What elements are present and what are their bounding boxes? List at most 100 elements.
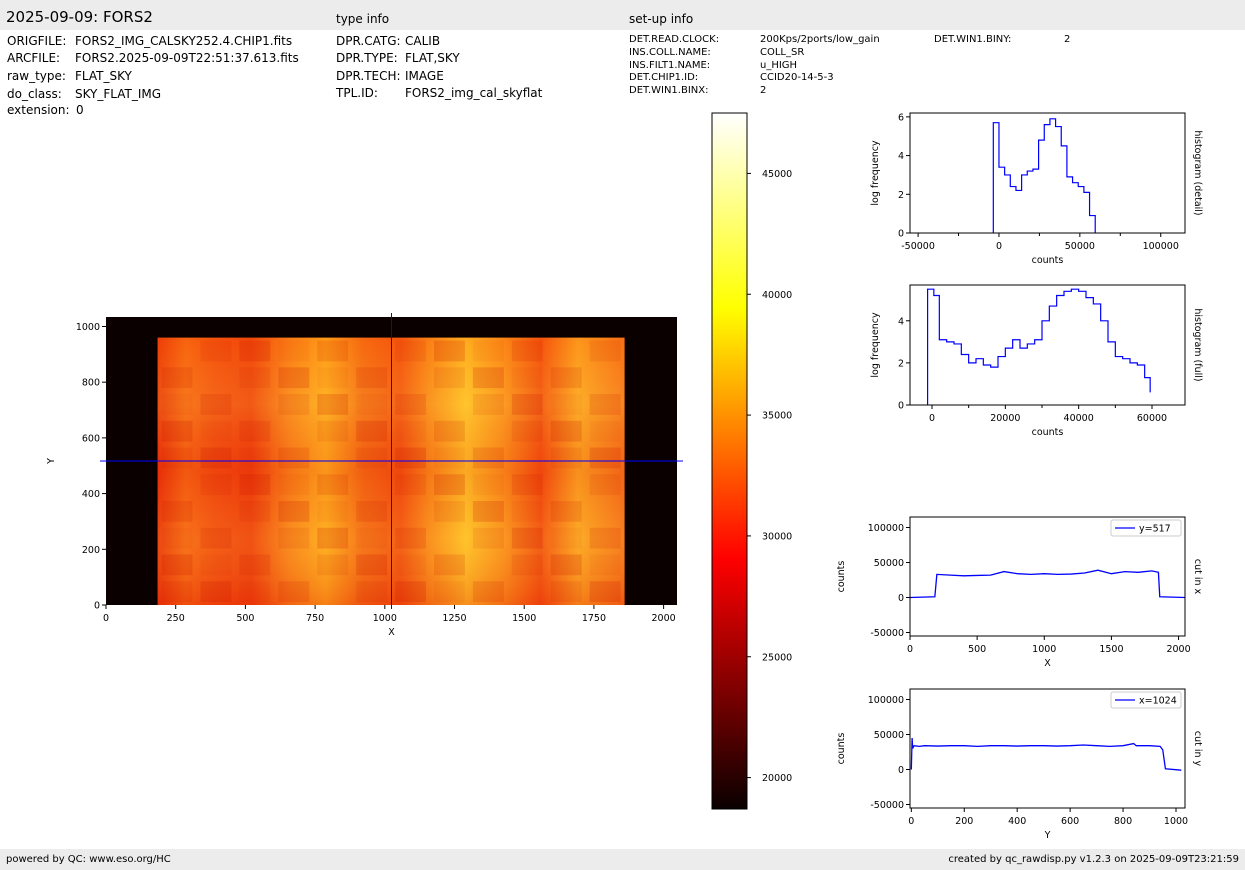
image-block	[239, 394, 270, 415]
image-block	[161, 581, 193, 602]
x-axis-label: counts	[1032, 427, 1064, 438]
x-tick-label: 1500	[512, 613, 536, 624]
y-tick-label: 200	[82, 545, 100, 556]
image-block	[512, 448, 543, 469]
file-info-key: raw_type:	[7, 69, 66, 83]
histogram-full-panel: 0 20000 40000 60000 0 2 4 counts log frequency hi…	[870, 284, 1203, 438]
image-block	[162, 474, 193, 495]
legend-label: x=1024	[1139, 696, 1177, 707]
file-info-value: FORS2_IMG_CALSKY252.4.CHIP1.fits	[75, 34, 293, 48]
image-block	[589, 394, 621, 415]
image-block	[200, 581, 232, 602]
image-block	[317, 394, 349, 415]
image-block	[317, 420, 349, 442]
image-block	[356, 367, 388, 389]
side-label: histogram (full)	[1192, 308, 1203, 381]
image-block	[200, 367, 231, 388]
x-tick-label: 1000	[1032, 644, 1056, 655]
y-tick-label: 100000	[868, 695, 904, 706]
image-block	[317, 340, 349, 362]
cut-line	[910, 569, 1185, 599]
image-block	[356, 501, 388, 522]
image-block	[511, 340, 543, 362]
y-axis-label: Y	[46, 458, 57, 465]
type-info-value: CALIB	[405, 34, 441, 48]
y-tick-label: 50000	[874, 558, 904, 569]
image-block	[356, 447, 388, 469]
axes-frame	[909, 688, 1186, 809]
image-block	[511, 527, 543, 549]
x-axis-label: X	[1044, 658, 1051, 669]
image-block	[317, 527, 349, 549]
image-block	[395, 581, 426, 602]
image-block	[395, 554, 426, 576]
image-block	[395, 367, 426, 388]
image-block	[278, 474, 310, 496]
file-info-value: FLAT_SKY	[75, 69, 132, 83]
axes-frame	[909, 516, 1186, 637]
x-tick-label: 0	[907, 644, 913, 655]
y-tick-label: 100000	[868, 523, 904, 534]
image-block	[239, 420, 271, 442]
image-block	[473, 421, 504, 442]
image-block	[472, 394, 504, 415]
type-info-value: IMAGE	[405, 69, 444, 83]
axes-frame	[909, 284, 1186, 406]
type-info-value: FORS2_img_cal_skyflat	[405, 86, 543, 100]
x-tick-label: 50000	[1065, 241, 1095, 252]
image-block	[395, 474, 426, 496]
image-block	[472, 367, 504, 389]
x-tick-label: 20000	[990, 413, 1020, 424]
y-tick-label: 800	[82, 378, 100, 389]
image-block	[278, 340, 310, 362]
x-tick-label: 2000	[1166, 644, 1190, 655]
colorbar-panel: 20000 25000 30000 35000 40000 45000	[711, 112, 792, 810]
file-info-key: ARCFILE:	[7, 51, 61, 65]
colorbar-tick-label: 30000	[762, 531, 792, 542]
image-block	[317, 474, 349, 496]
type-info-key: DPR.TYPE:	[336, 51, 398, 65]
x-tick-label: 600	[1061, 816, 1079, 827]
x-tick-label: 100000	[1143, 241, 1179, 252]
file-info-key: ORIGFILE:	[7, 34, 67, 48]
type-info-key: DPR.TECH:	[336, 69, 401, 83]
file-info-value: FORS2.2025-09-09T22:51:37.613.fits	[75, 51, 299, 65]
image-block	[200, 420, 232, 442]
header-bar	[0, 0, 1245, 30]
image-block	[433, 367, 465, 389]
cut-in-y-panel: 0 200 400 600 800 1000 -50000 0 50000 100000 Ycoun…	[836, 688, 1203, 841]
file-info-value: SKY_FLAT_IMG	[75, 87, 162, 101]
image-block	[550, 527, 582, 549]
image-block	[161, 501, 193, 522]
x-tick-label: 500	[236, 613, 254, 624]
image-block	[162, 341, 193, 362]
image-block	[239, 581, 271, 602]
setup-info-value: 200Kps/2ports/low_gain	[760, 34, 880, 45]
cut-in-x-panel: 0 500 1000 1500 2000-50000050000100000Xcount…	[836, 516, 1203, 669]
image-block	[239, 447, 271, 469]
image-block	[317, 448, 348, 469]
image-block	[589, 554, 621, 576]
x-tick-label: 750	[306, 613, 324, 624]
image-block	[161, 420, 193, 442]
x-tick-label: 0	[103, 613, 109, 624]
image-block	[589, 581, 621, 602]
image-block	[550, 367, 582, 389]
page-title: 2025-09-09: FORS2	[6, 8, 153, 26]
image-block	[472, 501, 504, 522]
y-tick-label: 0	[898, 229, 904, 240]
image-block	[200, 527, 232, 549]
image-block	[511, 367, 543, 389]
image-block	[511, 474, 543, 496]
colorbar-tick-label: 35000	[762, 411, 792, 422]
image-block	[511, 501, 543, 522]
image-block	[200, 474, 232, 496]
x-tick-label: 40000	[1064, 413, 1094, 424]
image-block	[278, 421, 309, 442]
image-block	[317, 367, 349, 389]
legend-box	[1110, 691, 1182, 709]
side-label: histogram (detail)	[1192, 130, 1203, 215]
y-tick-label: 6	[898, 112, 904, 123]
image-block	[278, 394, 310, 415]
